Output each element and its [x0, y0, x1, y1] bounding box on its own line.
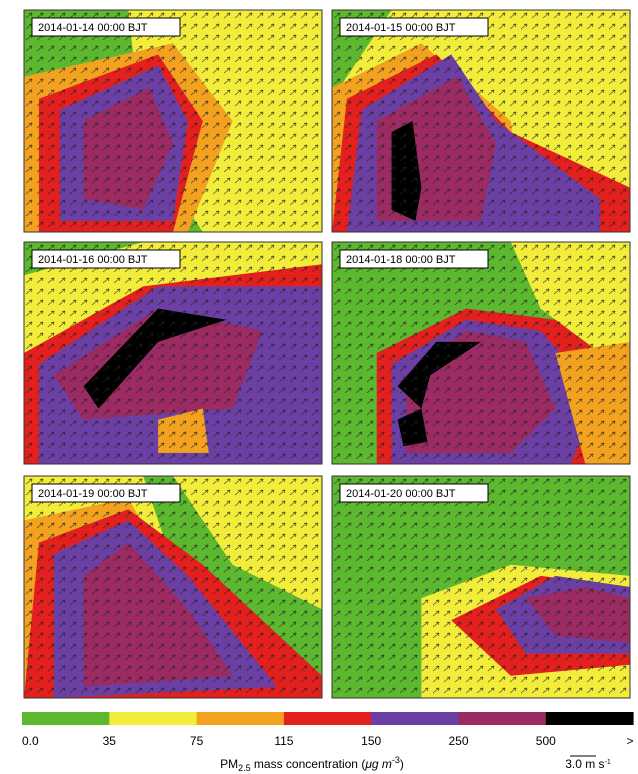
- panel-label: 2014-01-18 00:00 BJT: [346, 254, 456, 266]
- colorbar-label: 250: [448, 734, 468, 748]
- panel-label: 2014-01-14 00:00 BJT: [38, 22, 148, 34]
- colorbar-label: 500: [536, 734, 556, 748]
- map-panel: 2014-01-19 00:00 BJT: [24, 476, 322, 698]
- panel-label: 2014-01-16 00:00 BJT: [38, 254, 148, 266]
- map-panel: 2014-01-16 00:00 BJT: [24, 242, 322, 464]
- wind-vectors: [24, 242, 322, 464]
- colorbar-segment: [197, 712, 285, 725]
- colorbar-label: 150: [361, 734, 381, 748]
- wind-vectors: [332, 476, 630, 698]
- colorbar-label: 115: [274, 734, 293, 748]
- colorbar-label: >: [626, 734, 633, 748]
- colorbar-segment: [22, 712, 110, 725]
- colorbar-label: 0.0: [22, 734, 39, 748]
- map-panel: 2014-01-15 00:00 BJT: [332, 10, 630, 232]
- colorbar-label: 75: [190, 734, 204, 748]
- colorbar-segment: [546, 712, 634, 725]
- figure: 2014-01-14 00:00 BJT 2014-01-15 00:00 BJT…: [0, 0, 638, 774]
- colorbar-segment: [109, 712, 197, 725]
- map-panel: 2014-01-20 00:00 BJT: [332, 476, 630, 698]
- colorbar-segment: [284, 712, 372, 725]
- wind-vectors: [24, 476, 322, 698]
- panel-label: 2014-01-19 00:00 BJT: [38, 488, 148, 500]
- colorbar-label: 35: [103, 734, 117, 748]
- map-panel: 2014-01-18 00:00 BJT: [332, 242, 630, 464]
- colorbar-segment: [459, 712, 547, 725]
- wind-vectors: [332, 242, 630, 464]
- panel-label: 2014-01-15 00:00 BJT: [346, 22, 456, 34]
- wind-scale: 3.0 m s-1: [565, 757, 611, 771]
- wind-vectors: [332, 10, 630, 232]
- wind-vectors: [24, 10, 322, 232]
- colorbar-segment: [371, 712, 459, 725]
- colorbar-title: PM2.5 mass concentration (μg m-3): [220, 755, 404, 773]
- map-panel: 2014-01-14 00:00 BJT: [24, 10, 322, 232]
- panel-label: 2014-01-20 00:00 BJT: [346, 488, 456, 500]
